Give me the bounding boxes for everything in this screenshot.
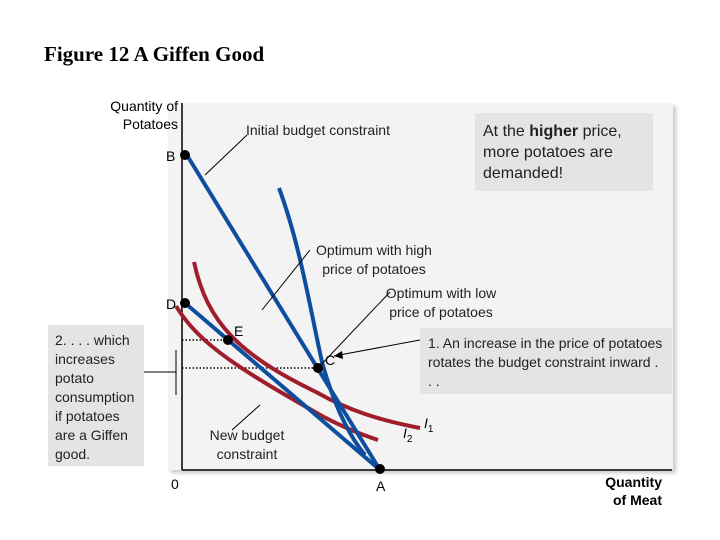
new-budget-constraint (183, 301, 382, 472)
point-d-label: D (166, 296, 177, 312)
arrow-step1 (333, 339, 421, 357)
higher-note-post: price, more potatoes are demanded! (483, 123, 622, 182)
higher-price-note: At the higher price, more potatoes are d… (475, 113, 653, 191)
point-a-label: A (376, 478, 386, 494)
initial-budget-constraint (183, 150, 382, 472)
optimum-high-line2: price of potatoes (322, 261, 426, 277)
higher-note-bold: higher (529, 123, 579, 140)
leader-optimum-low (317, 291, 391, 369)
optimum-low-line2: price of potatoes (389, 304, 493, 320)
y-axis-label-line2: Potatoes (122, 116, 178, 132)
y-axis-label-line1: Quantity of (110, 98, 178, 114)
i1-letter: I (424, 415, 428, 431)
arrow-step1-head (334, 351, 343, 359)
step2-note: 2. . . . which increases potato consumpt… (48, 325, 144, 466)
step1-note: 1. An increase in the price of potatoes … (420, 328, 672, 394)
higher-note-pre: At the (483, 123, 530, 140)
optimum-low-label: Optimum with low price of potatoes (374, 284, 508, 322)
point-d-dot (180, 298, 190, 308)
new-budget-line2: constraint (216, 446, 278, 462)
point-c-label: C (325, 352, 336, 368)
i2-subscript: 2 (406, 433, 413, 445)
figure-title: Figure 12 A Giffen Good (44, 42, 265, 66)
i2-letter: I (403, 425, 407, 441)
i2-label: I2 (403, 425, 412, 445)
leader-new-budget (231, 404, 261, 431)
new-budget-line1: New budget (209, 427, 285, 443)
leader-optimum-high (261, 249, 311, 311)
optimum-high-line1: Optimum with high (316, 242, 432, 258)
point-b-dot (180, 150, 190, 160)
indifference-curve-i2 (192, 261, 421, 430)
point-c-dot (313, 363, 323, 373)
y-axis-label: Quantity of Potatoes (92, 97, 178, 133)
optimum-high-label: Optimum with high price of potatoes (306, 241, 442, 279)
new-budget-label: New budget constraint (200, 426, 294, 464)
point-b-label: B (166, 148, 176, 164)
x-axis-label: Quantity of Meat (586, 473, 662, 509)
x-axis-label-line2: of Meat (613, 492, 662, 508)
i1-subscript: 1 (427, 423, 434, 435)
origin-label: 0 (171, 476, 179, 492)
i1-label: I1 (424, 415, 433, 435)
point-a-dot (375, 464, 385, 474)
point-e-label: E (234, 323, 244, 339)
x-axis-label-line1: Quantity (605, 474, 662, 490)
point-e-dot (223, 335, 233, 345)
leader-initial-budget (204, 134, 248, 176)
indifference-curve-i1 (277, 187, 367, 457)
optimum-low-line1: Optimum with low (385, 285, 497, 301)
initial-budget-label: Initial budget constraint (246, 122, 390, 138)
